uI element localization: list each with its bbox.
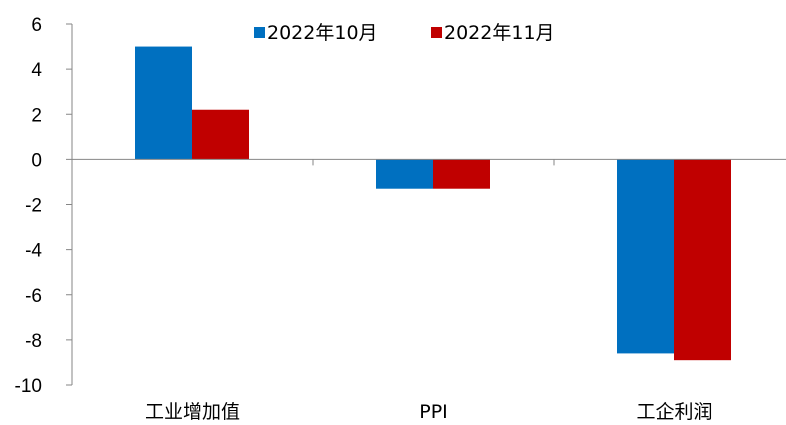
y-tick-label: -8: [25, 331, 42, 352]
x-category-label: 工企利润: [636, 401, 712, 423]
y-tick-label: 6: [31, 15, 42, 36]
x-category-label: PPI: [419, 401, 448, 423]
bar-series-1-2: [617, 159, 674, 354]
y-tick-label: -2: [25, 196, 42, 217]
x-category-label: 工业增加值: [145, 401, 240, 423]
bar-series-1-0: [135, 46, 192, 160]
y-tick-label: -4: [25, 241, 42, 262]
y-axis: 6 4 2 0 -2 -4 -6 -8 -10: [15, 15, 73, 397]
x-axis: 工业增加值 PPI 工企利润: [72, 158, 786, 423]
bar-series-2-2: [674, 159, 731, 361]
y-tick-label: 4: [31, 60, 42, 81]
y-tick-label: -10: [15, 376, 42, 397]
y-tick-label: -6: [25, 286, 42, 307]
plot-area: [135, 46, 731, 361]
y-tick-label: 2: [31, 105, 42, 126]
legend: 2022年10月 2022年11月: [254, 22, 555, 44]
y-tick-label: 0: [31, 150, 42, 171]
legend-swatch: [431, 27, 442, 38]
legend-label: 2022年10月: [267, 22, 378, 44]
legend-swatch: [254, 27, 265, 38]
bar-series-1-1: [376, 159, 433, 189]
legend-label: 2022年11月: [444, 22, 555, 44]
bar-series-2-1: [433, 159, 490, 189]
bar-series-2-0: [192, 109, 249, 160]
